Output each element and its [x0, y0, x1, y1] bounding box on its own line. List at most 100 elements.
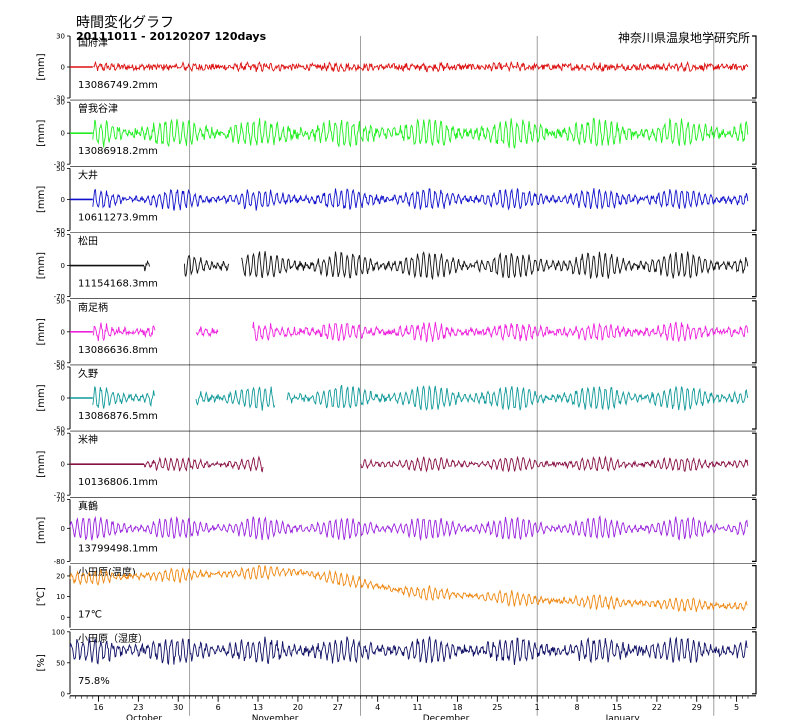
latest-value-label: 17℃ — [78, 610, 102, 621]
month-label: November — [252, 714, 299, 720]
x-tick-label: 16 — [93, 703, 103, 712]
panel-right-bracket — [752, 300, 757, 364]
panel-right-bracket — [752, 167, 757, 231]
y-tick-label: 10 — [56, 593, 65, 601]
panel-4: -50 0 50 [mm] 南足柄 13086636.8mm — [36, 297, 757, 367]
x-tick-label: 1 — [535, 703, 540, 712]
y-tick-label: 0 — [61, 461, 65, 469]
y-tick-label: 50 — [56, 364, 65, 372]
x-tick-label: 4 — [375, 703, 380, 712]
y-axis-label: [mm] — [36, 318, 47, 345]
y-tick-label: 50 — [56, 165, 65, 173]
series-line — [69, 515, 748, 542]
y-axis-label: [mm] — [36, 53, 47, 80]
panel-6: -70 0 70 [mm] 米神 10136806.1mm — [36, 430, 757, 500]
y-tick-label: 0 — [61, 130, 65, 138]
y-tick-label: 0 — [61, 196, 65, 204]
series-line — [69, 636, 748, 666]
y-tick-label: 70 — [56, 430, 65, 438]
month-label: October — [126, 714, 162, 720]
panel-right-bracket — [752, 498, 757, 562]
y-axis-label: [mm] — [36, 450, 47, 477]
y-tick-label: 50 — [56, 297, 65, 305]
y-tick-label: -80 — [54, 558, 65, 566]
x-tick-label: 6 — [216, 703, 221, 712]
y-axis-label: [mm] — [36, 517, 47, 544]
series-line — [92, 384, 749, 411]
series-line — [92, 117, 749, 149]
x-tick-label: 22 — [652, 703, 662, 712]
y-tick-label: -50 — [54, 426, 65, 434]
x-tick-label: 25 — [492, 703, 502, 712]
panel-1: -30 0 30 [mm] 曽我谷津 13086918.2mm — [36, 99, 757, 169]
y-tick-label: 100 — [52, 628, 65, 636]
x-tick-label: 29 — [692, 703, 702, 712]
y-tick-label: -30 — [54, 95, 65, 103]
station-name: 米神 — [78, 433, 98, 446]
y-tick-label: 0 — [61, 614, 65, 622]
y-tick-label: 30 — [56, 99, 65, 107]
x-tick-label: 8 — [575, 703, 580, 712]
organization-name: 神奈川県温泉地学研究所 — [617, 31, 750, 45]
y-tick-label: 50 — [56, 659, 65, 667]
series-line — [143, 251, 749, 281]
station-name: 松田 — [78, 235, 98, 248]
latest-value-label: 13086749.2mm — [78, 80, 158, 91]
date-range-subtitle: 20111011 - 20120207 120days — [76, 30, 267, 43]
y-tick-label: 30 — [56, 33, 65, 41]
y-tick-label: 0 — [61, 328, 65, 336]
series-line — [92, 188, 749, 211]
y-tick-label: 0 — [61, 64, 65, 72]
y-tick-label: 20 — [56, 572, 65, 580]
y-tick-label: 70 — [56, 496, 65, 504]
panel-2: -50 0 50 [mm] 大井 10611273.9mm — [36, 165, 757, 235]
station-name: 真鶴 — [78, 499, 98, 512]
x-tick-label: 27 — [333, 703, 343, 712]
x-tick-label: 15 — [612, 703, 622, 712]
x-tick-label: 11 — [412, 703, 422, 712]
series-line — [69, 565, 748, 613]
panel-3: -70 0 70 [mm] 松田 11154168.3mm — [36, 231, 757, 301]
y-tick-label: 0 — [61, 690, 65, 698]
panel-right-bracket — [752, 432, 757, 496]
panel-right-bracket — [752, 366, 757, 430]
page-title: 時間変化グラフ — [76, 15, 174, 31]
x-tick-label: 5 — [734, 703, 739, 712]
station-name: 曽我谷津 — [78, 102, 118, 115]
latest-value-label: 13086636.8mm — [78, 345, 158, 356]
x-tick-label: 30 — [173, 703, 183, 712]
panel-right-bracket — [752, 565, 757, 629]
y-axis-label: [℃] — [36, 587, 47, 606]
x-tick-label: 13 — [253, 703, 263, 712]
latest-value-label: 13086918.2mm — [78, 146, 158, 157]
y-axis-label: [mm] — [36, 186, 47, 213]
y-axis-label: [mm] — [36, 252, 47, 279]
station-name: 南足柄 — [78, 301, 108, 314]
y-tick-label: -50 — [54, 359, 65, 367]
y-tick-label: -30 — [54, 161, 65, 169]
y-axis-label: [%] — [36, 654, 47, 671]
y-tick-label: 0 — [61, 395, 65, 403]
latest-value-label: 13086876.5mm — [78, 411, 158, 422]
month-label: January — [605, 714, 641, 720]
month-label: December — [423, 714, 470, 720]
latest-value-label: 11154168.3mm — [78, 279, 158, 290]
panel-right-bracket — [752, 631, 757, 695]
series-line — [92, 321, 749, 343]
panel-7: -80 0 70 [mm] 真鶴 13799498.1mm — [36, 496, 757, 566]
panel-5: -50 0 50 [mm] 久野 13086876.5mm — [36, 364, 757, 434]
panel-right-bracket — [752, 35, 757, 99]
y-tick-label: 0 — [61, 262, 65, 270]
x-tick-label: 18 — [452, 703, 462, 712]
panel-right-bracket — [752, 101, 757, 165]
panel-right-bracket — [752, 234, 757, 298]
latest-value-label: 75.8% — [78, 676, 110, 687]
y-tick-label: 0 — [61, 525, 65, 533]
y-tick-label: -70 — [54, 293, 65, 301]
y-axis-label: [mm] — [36, 384, 47, 411]
y-tick-label: 70 — [56, 231, 65, 239]
